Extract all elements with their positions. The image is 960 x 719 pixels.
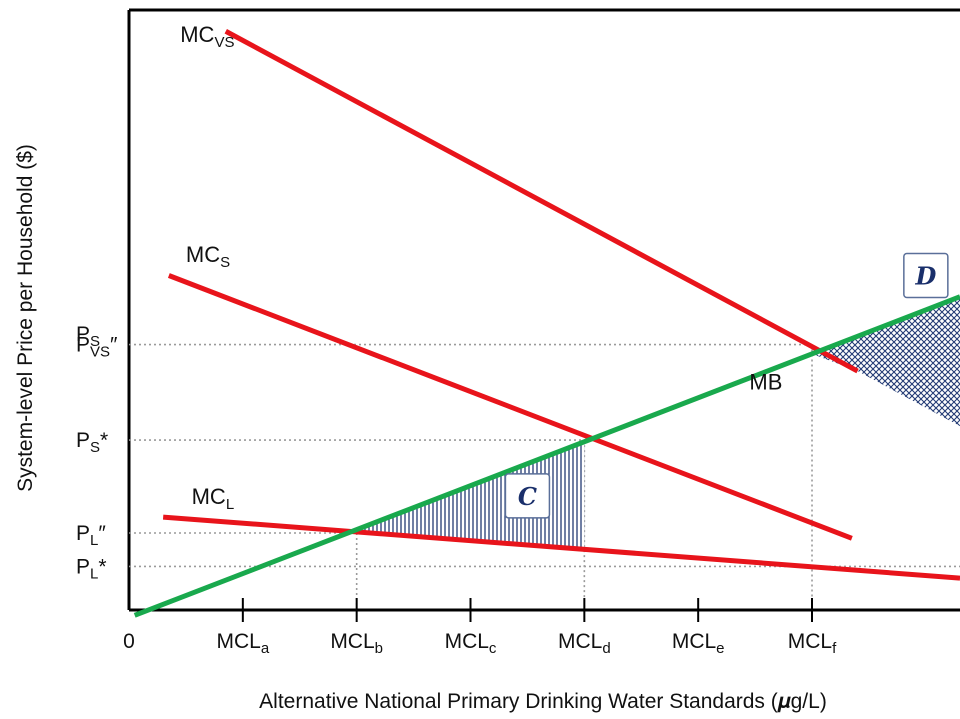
x-tick-label-c: MCLc — [445, 630, 497, 657]
series-line-mcl — [162, 514, 960, 581]
series-label-mcvs: MCVS — [180, 22, 234, 51]
x-tick-label-e: MCLe — [672, 630, 725, 657]
annotation-box-d — [903, 252, 949, 299]
annotation-label-c: C — [518, 482, 537, 511]
y-tick-label-3: PL″ — [76, 522, 106, 549]
x-tick-label-f: MCLf — [788, 630, 837, 657]
series-line-mb — [133, 294, 960, 618]
y-axis-title: System-level Price per Household ($) — [14, 144, 37, 492]
y-tick-label-1: PVS″ — [76, 334, 118, 361]
series-label-mb: MB — [749, 370, 782, 395]
x-tick-label-b: MCLb — [330, 630, 383, 657]
series-line-mcvs — [224, 29, 859, 374]
shaded-area-c — [356, 441, 585, 550]
series-label-mcl: MCL — [192, 484, 235, 513]
x-origin-label: 0 — [123, 630, 135, 653]
x-axis-title: Alternative National Primary Drinking Wa… — [259, 690, 827, 713]
plot-frame — [127, 8, 960, 612]
x-tick-label-a: MCLa — [216, 630, 269, 657]
curves: MCVS MCS MCL MB — [133, 22, 960, 618]
annotation-box-c — [504, 473, 551, 519]
y-tick-label-0: PS — [76, 323, 100, 350]
y-tick-label-2: PS* — [76, 429, 108, 456]
x-tick-label-d: MCLd — [558, 630, 611, 657]
annotations: CD — [504, 252, 949, 519]
annotation-label-d: D — [914, 261, 936, 290]
shaded-areas — [356, 296, 960, 550]
y-tick-label-4: PL* — [76, 555, 107, 582]
series-line-mcs — [167, 273, 853, 541]
series-label-mcs: MCS — [186, 242, 230, 271]
shaded-area-d — [812, 296, 960, 427]
x-ticks: MCLa MCLb MCLc MCLd MCLe MCLf — [216, 598, 837, 657]
